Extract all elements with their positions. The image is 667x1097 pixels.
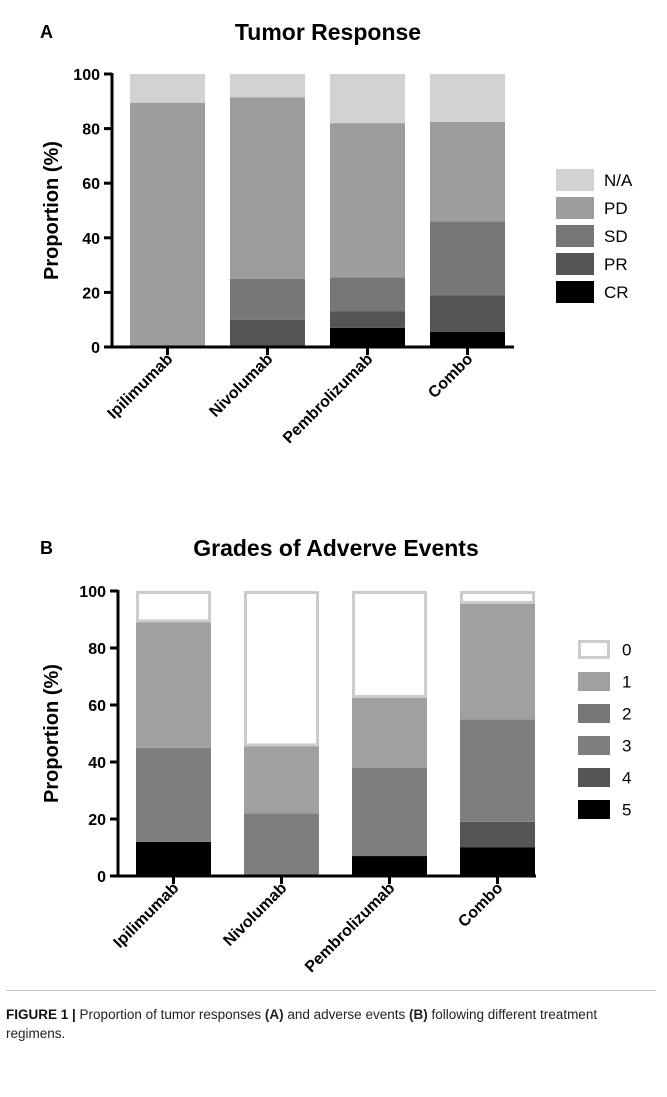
y-tick-label: 20	[88, 812, 106, 829]
caption-label: FIGURE 1 |	[6, 1007, 76, 1022]
y-axis-label: Proportion (%)	[41, 664, 63, 803]
legend-label: PD	[604, 199, 628, 218]
legend-swatch	[578, 768, 610, 787]
x-tick-label: Combo	[455, 880, 506, 931]
y-tick-label: 100	[79, 584, 106, 601]
legend-swatch	[578, 640, 610, 659]
bar-segment	[330, 327, 405, 347]
chart-title: Tumor Response	[235, 19, 421, 45]
caption-ref-a: (A)	[264, 1007, 284, 1022]
y-tick-label: 60	[82, 176, 100, 193]
bar-segment	[460, 602, 535, 720]
x-tick-label: Combo	[425, 351, 476, 402]
legend-swatch	[556, 225, 594, 247]
bar-segment	[352, 591, 427, 698]
bar-segment	[130, 74, 205, 103]
bar-segment	[130, 102, 205, 347]
y-tick-label: 100	[73, 67, 100, 84]
chart-title: Grades of Adverve Events	[193, 535, 479, 561]
caption-text-3: following different treatment regimens.	[6, 1007, 598, 1041]
bar-segment	[136, 747, 211, 842]
x-tick-label: Ipilimumab	[105, 351, 177, 423]
x-tick-label: Ipilimumab	[111, 880, 183, 952]
bar-segment	[136, 591, 211, 623]
bar-segment	[460, 821, 535, 848]
bar-segment	[230, 74, 305, 98]
bar-segment	[330, 277, 405, 312]
caption-text-1: Proportion of tumor responses	[75, 1007, 265, 1022]
bar-segment	[460, 719, 535, 822]
bar-segment	[244, 813, 319, 876]
bar-segment	[430, 331, 505, 347]
caption-text-2: and adverse events	[283, 1007, 409, 1022]
legend-label: 0	[622, 641, 631, 660]
bar-segment	[230, 319, 305, 347]
legend-label: 1	[622, 673, 631, 692]
x-tick-label: Nivolumab	[220, 880, 290, 950]
y-tick-label: 80	[88, 641, 106, 658]
legend-swatch	[556, 253, 594, 275]
bar-segment	[352, 696, 427, 768]
panel-letter: B	[40, 538, 53, 558]
legend-swatch	[578, 800, 610, 819]
legend-label: 3	[622, 737, 631, 756]
y-tick-label: 80	[82, 122, 100, 139]
bar-segment	[430, 74, 505, 122]
y-tick-label: 20	[82, 285, 100, 302]
legend-label: 4	[622, 769, 631, 788]
x-tick-label: Nivolumab	[206, 351, 276, 421]
bar-segment	[136, 841, 211, 876]
legend-swatch	[556, 281, 594, 303]
y-tick-label: 40	[82, 231, 100, 248]
legend-label: 2	[622, 705, 631, 724]
legend-swatch	[556, 169, 594, 191]
bar-segment	[230, 278, 305, 320]
y-tick-label: 0	[97, 869, 106, 886]
chart-panel-a: A Tumor Response Proportion (%) Ipilimumab N…	[40, 19, 633, 447]
legend-label: CR	[604, 283, 629, 302]
legend-label: 5	[622, 801, 631, 820]
y-tick-label: 0	[91, 340, 100, 357]
bar-segment	[460, 591, 535, 604]
y-tick-label: 60	[88, 698, 106, 715]
legend-swatch	[578, 704, 610, 723]
x-tick-label: Pembrolizumab	[280, 351, 376, 447]
y-tick-label: 40	[88, 755, 106, 772]
bar-segment	[430, 221, 505, 296]
bar-segment	[430, 295, 505, 332]
x-tick-label: Pembrolizumab	[302, 880, 398, 976]
caption-ref-b: (B)	[408, 1007, 428, 1022]
legend-label: SD	[604, 227, 628, 246]
chart-panel-b: B Grades of Adverve Events Proportion (%) I…	[40, 535, 631, 976]
bar-segment	[244, 591, 319, 747]
legend-swatch	[556, 197, 594, 219]
bar-segment	[330, 123, 405, 278]
y-axis-label: Proportion (%)	[41, 141, 63, 280]
bar-segment	[352, 856, 427, 876]
panel-letter: A	[40, 22, 53, 42]
legend-swatch	[578, 736, 610, 755]
bar-segment	[330, 311, 405, 328]
legend-label: PR	[604, 255, 628, 274]
bar-segment	[352, 767, 427, 857]
bar-segment	[460, 847, 535, 876]
bar-segment	[244, 744, 319, 814]
bar-segment	[430, 121, 505, 222]
legend-swatch	[578, 672, 610, 691]
bar-segment	[136, 620, 211, 748]
figure-caption: FIGURE 1 | Proportion of tumor responses…	[6, 990, 656, 1043]
bar-segment	[330, 74, 405, 124]
bar-segment	[230, 97, 305, 279]
legend-label: N/A	[604, 171, 633, 190]
